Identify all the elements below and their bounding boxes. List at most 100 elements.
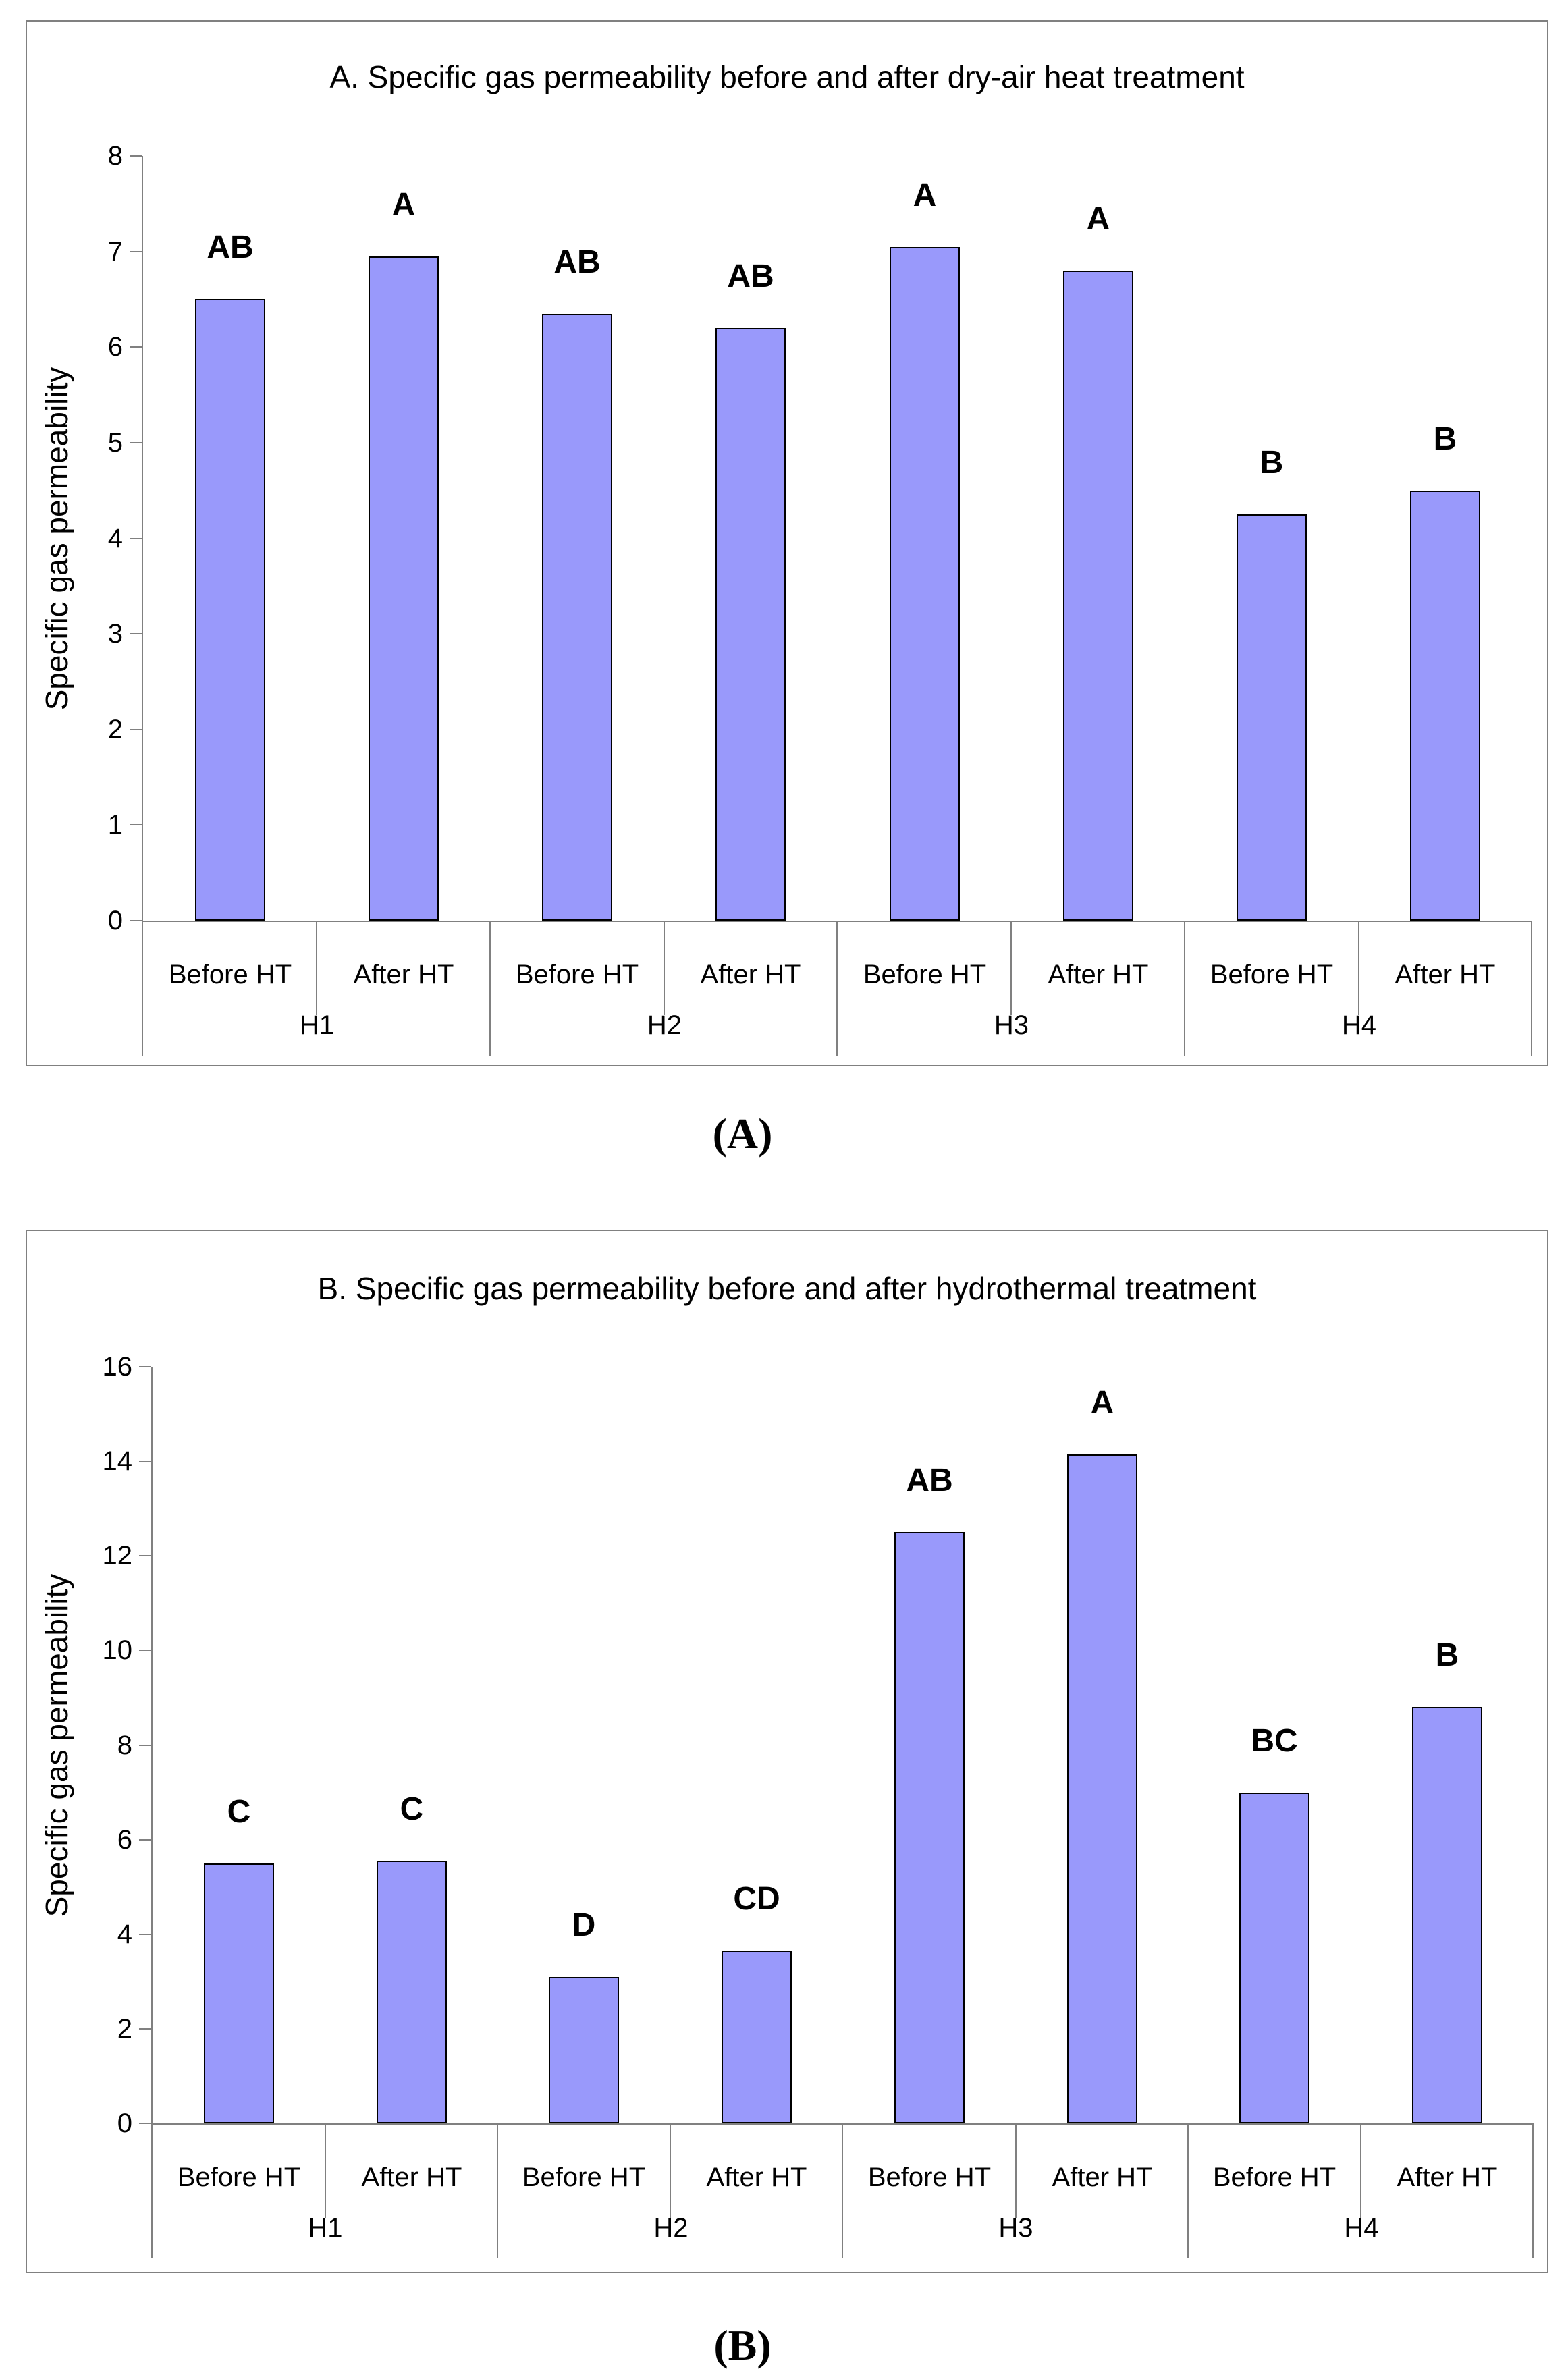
x-axis-bar-label: After HT xyxy=(1052,2162,1153,2192)
y-tick-label: 4 xyxy=(107,524,123,553)
y-axis-line xyxy=(142,156,143,921)
y-tick-label: 16 xyxy=(102,1352,133,1382)
significance-letter: A xyxy=(1086,201,1110,237)
y-tick-label: 2 xyxy=(117,2014,132,2044)
x-axis-bar-label: Before HT xyxy=(1210,960,1334,989)
y-tick-label: 14 xyxy=(102,1446,133,1476)
y-tick-label: 4 xyxy=(117,1919,132,1949)
bar xyxy=(1412,1707,1482,2123)
group-divider-line xyxy=(1184,922,1185,1056)
x-axis-group-label: H1 xyxy=(299,1010,335,1040)
bar xyxy=(1237,514,1307,921)
figure-caption-a: (A) xyxy=(712,1110,773,1158)
significance-letter: B xyxy=(1260,445,1284,481)
y-tick-mark xyxy=(139,1650,151,1651)
group-divider-line xyxy=(497,2125,498,2258)
significance-letter: AB xyxy=(727,258,774,294)
x-axis-bar-label: After HT xyxy=(353,960,454,989)
y-tick-label: 1 xyxy=(107,810,123,840)
chart-panel-a: A. Specific gas permeability before and … xyxy=(26,20,1548,1066)
bar xyxy=(195,299,265,921)
bar-label-divider xyxy=(1360,2125,1361,2218)
bar xyxy=(1410,491,1480,921)
bar-label-divider xyxy=(1358,922,1359,1015)
x-axis-bar-label: After HT xyxy=(361,2162,462,2192)
significance-letter: B xyxy=(1435,1637,1459,1673)
x-axis-group-label: H2 xyxy=(653,2213,688,2243)
bar-label-divider xyxy=(316,922,317,1015)
chart-a-title: A. Specific gas permeability before and … xyxy=(329,59,1245,94)
y-tick-mark xyxy=(130,346,142,348)
x-axis-group-label: H4 xyxy=(1344,2213,1379,2243)
group-divider-line xyxy=(842,2125,843,2258)
x-axis-line xyxy=(142,921,1532,922)
x-axis-group-label: H1 xyxy=(308,2213,343,2243)
bar xyxy=(1067,1454,1137,2123)
y-tick-mark xyxy=(139,1934,151,1935)
x-axis-bar-label: Before HT xyxy=(863,960,987,989)
x-axis-group-label: H2 xyxy=(647,1010,682,1040)
significance-letter: CD xyxy=(733,1881,780,1917)
bar xyxy=(549,1977,619,2123)
x-axis-group-label: H3 xyxy=(994,1010,1029,1040)
significance-letter: C xyxy=(400,1791,424,1827)
x-axis-bar-label: Before HT xyxy=(1212,2162,1336,2192)
y-tick-mark xyxy=(130,920,142,921)
y-tick-label: 0 xyxy=(117,2108,132,2138)
x-axis-group-label: H3 xyxy=(998,2213,1033,2243)
y-tick-mark xyxy=(139,1745,151,1746)
significance-letter: BC xyxy=(1251,1723,1298,1759)
y-tick-label: 0 xyxy=(107,906,123,935)
bar-label-divider xyxy=(1015,2125,1017,2218)
x-axis-bar-label: Before HT xyxy=(522,2162,646,2192)
y-axis-line xyxy=(151,1367,153,2123)
significance-letter: A xyxy=(1090,1385,1114,1421)
bar xyxy=(204,1863,274,2123)
y-tick-label: 10 xyxy=(102,1635,133,1665)
significance-letter: A xyxy=(913,178,937,213)
x-axis-bar-label: After HT xyxy=(1048,960,1149,989)
y-tick-mark xyxy=(130,538,142,539)
figure-caption-b: (B) xyxy=(713,2321,772,2369)
x-axis-bar-label: Before HT xyxy=(177,2162,301,2192)
bar-label-divider xyxy=(325,2125,326,2218)
y-tick-label: 7 xyxy=(107,237,123,267)
bar-label-divider xyxy=(670,2125,671,2218)
bar xyxy=(542,314,612,921)
y-tick-label: 5 xyxy=(107,428,123,458)
bar xyxy=(890,247,960,921)
bar xyxy=(722,1951,792,2123)
bar xyxy=(1239,1793,1309,2123)
bar xyxy=(715,328,786,921)
group-divider-line xyxy=(836,922,838,1056)
significance-letter: B xyxy=(1433,421,1457,457)
bar-label-divider xyxy=(1010,922,1012,1015)
y-tick-mark xyxy=(139,1461,151,1462)
y-tick-mark xyxy=(139,1839,151,1841)
y-tick-mark xyxy=(130,251,142,252)
y-tick-mark xyxy=(130,442,142,443)
y-tick-label: 6 xyxy=(117,1825,132,1855)
y-tick-mark xyxy=(130,155,142,157)
group-divider-line xyxy=(1532,2125,1534,2258)
group-divider-line xyxy=(1531,922,1532,1056)
significance-letter: C xyxy=(227,1794,251,1830)
bar xyxy=(369,256,439,921)
y-tick-mark xyxy=(139,1555,151,1556)
bar-label-divider xyxy=(664,922,665,1015)
x-axis-bar-label: After HT xyxy=(700,960,801,989)
x-axis-bar-label: Before HT xyxy=(515,960,639,989)
significance-letter: AB xyxy=(207,229,254,265)
y-tick-label: 6 xyxy=(107,332,123,362)
y-tick-label: 12 xyxy=(102,1541,133,1571)
significance-letter: AB xyxy=(906,1463,953,1498)
significance-letter: D xyxy=(572,1907,596,1943)
significance-letter: A xyxy=(391,187,416,223)
x-axis-bar-label: Before HT xyxy=(168,960,292,989)
y-tick-mark xyxy=(130,633,142,634)
y-tick-mark xyxy=(139,2028,151,2030)
group-divider-line xyxy=(1187,2125,1189,2258)
y-tick-label: 8 xyxy=(117,1731,132,1760)
bar xyxy=(894,1532,965,2123)
x-axis-line xyxy=(151,2123,1534,2125)
